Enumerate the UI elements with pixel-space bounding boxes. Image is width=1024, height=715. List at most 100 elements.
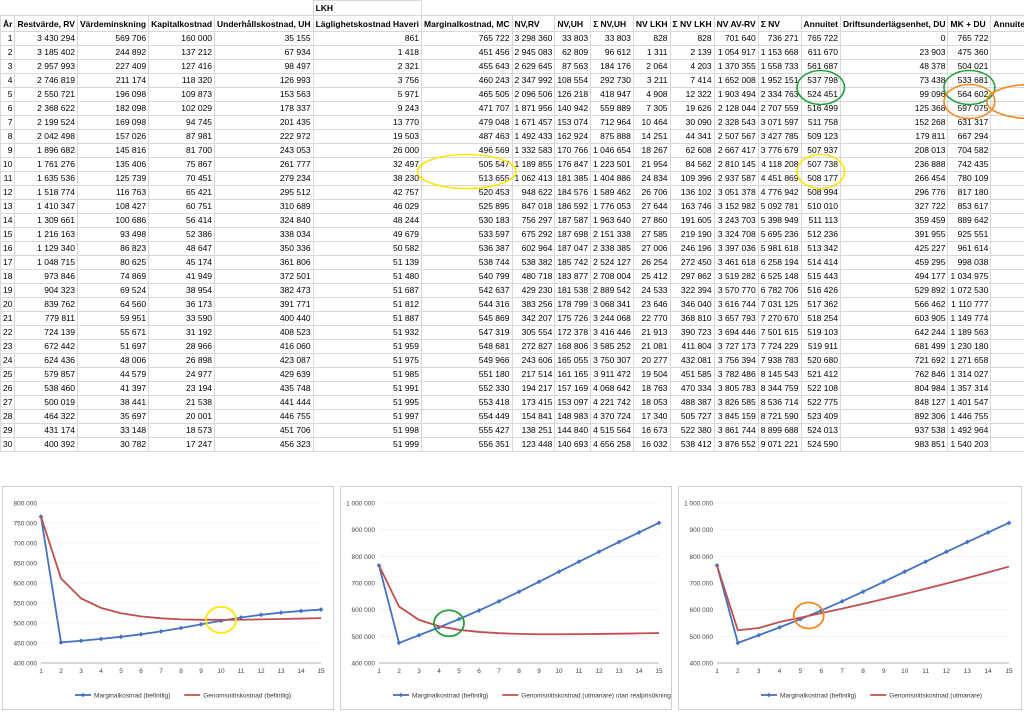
table-cell[interactable]: 1 314 027 xyxy=(947,367,992,382)
table-cell[interactable]: 26 000 xyxy=(312,143,423,158)
table-cell[interactable]: 297 862 xyxy=(669,269,715,284)
table-cell[interactable]: 35 697 xyxy=(76,409,150,424)
table-cell[interactable]: 536 387 xyxy=(421,241,513,256)
table-cell[interactable]: 60 751 xyxy=(148,199,216,214)
table-cell[interactable]: 342 207 xyxy=(511,311,556,326)
table-cell[interactable]: 127 416 xyxy=(148,59,216,74)
table-cell[interactable]: 1 446 755 xyxy=(947,409,992,424)
column-header[interactable]: Läglighetskostnad Haveri xyxy=(312,15,423,32)
table-cell[interactable]: 14 251 xyxy=(632,129,671,144)
table-cell[interactable]: 451 706 xyxy=(214,423,314,438)
table-cell[interactable]: 3 185 402 xyxy=(14,45,78,60)
table-cell[interactable]: 51 995 xyxy=(312,395,423,410)
table-cell[interactable]: 183 877 xyxy=(554,269,592,284)
table-cell[interactable]: 99 096 xyxy=(839,87,949,102)
table-cell[interactable]: 1 046 654 xyxy=(590,143,634,158)
table-cell[interactable]: 23 903 xyxy=(839,45,949,60)
table-cell[interactable]: 176 847 xyxy=(554,157,592,172)
table-cell[interactable]: 162 924 xyxy=(554,129,592,144)
table-cell[interactable]: 186 592 xyxy=(554,199,592,214)
table-cell[interactable]: 839 762 xyxy=(14,297,78,312)
table-cell[interactable]: 604 102 xyxy=(990,115,1024,130)
table-cell[interactable]: 1 370 355 xyxy=(713,59,759,74)
table-cell[interactable]: 19 504 xyxy=(632,367,671,382)
table-cell[interactable]: 191 605 xyxy=(669,213,715,228)
table-cell[interactable]: 50 582 xyxy=(312,241,423,256)
table-cell[interactable]: 830 817 xyxy=(990,269,1024,284)
table-cell[interactable]: 69 524 xyxy=(76,283,150,298)
table-cell[interactable]: 1 952 151 xyxy=(757,73,802,88)
table-cell[interactable]: 6 525 148 xyxy=(757,269,802,284)
table-cell[interactable]: 3 776 679 xyxy=(757,143,802,158)
table-cell[interactable]: 518 254 xyxy=(800,311,841,326)
column-header[interactable]: Σ NV,UH xyxy=(590,15,634,32)
table-cell[interactable]: 30 xyxy=(0,437,16,452)
table-cell[interactable]: 201 435 xyxy=(214,115,314,130)
table-cell[interactable]: 1 518 774 xyxy=(14,185,78,200)
table-cell[interactable]: 153 097 xyxy=(554,395,592,410)
table-cell[interactable]: 1 635 536 xyxy=(14,171,78,186)
table-cell[interactable]: 511 113 xyxy=(800,213,841,228)
table-cell[interactable]: 140 942 xyxy=(554,101,592,116)
table-cell[interactable]: 2 042 498 xyxy=(14,129,78,144)
table-cell[interactable]: 522 108 xyxy=(800,381,841,396)
table-cell[interactable]: 509 123 xyxy=(800,129,841,144)
table-cell[interactable]: 761 645 xyxy=(990,227,1024,242)
table-cell[interactable]: 153 563 xyxy=(214,87,314,102)
table-cell[interactable]: 108 554 xyxy=(554,73,592,88)
table-cell[interactable]: 1 492 433 xyxy=(511,129,556,144)
table-cell[interactable]: 3 427 785 xyxy=(757,129,802,144)
table-cell[interactable]: 136 102 xyxy=(669,185,715,200)
table-cell[interactable]: 73 438 xyxy=(839,73,949,88)
table-cell[interactable]: 765 722 xyxy=(421,31,513,46)
table-cell[interactable]: 4 370 724 xyxy=(590,409,634,424)
table-cell[interactable]: 1 034 975 xyxy=(947,269,992,284)
table-cell[interactable]: 513 342 xyxy=(800,241,841,256)
table-cell[interactable]: 554 449 xyxy=(421,409,513,424)
table-cell[interactable]: 828 xyxy=(669,31,715,46)
table-cell[interactable]: 1 189 855 xyxy=(511,157,556,172)
table-cell[interactable]: 157 169 xyxy=(554,381,592,396)
table-cell[interactable]: 62 608 xyxy=(669,143,715,158)
table-cell[interactable]: 51 812 xyxy=(312,297,423,312)
table-cell[interactable]: 551 180 xyxy=(421,367,513,382)
table-cell[interactable]: 441 444 xyxy=(214,395,314,410)
table-cell[interactable]: 906 270 xyxy=(990,311,1024,326)
table-cell[interactable]: 33 803 xyxy=(554,31,592,46)
table-cell[interactable]: 2 321 xyxy=(312,59,423,74)
table-cell[interactable]: 1 401 547 xyxy=(947,395,992,410)
table-cell[interactable]: 739 922 xyxy=(990,213,1024,228)
table-cell[interactable]: 4 656 258 xyxy=(590,437,634,452)
table-cell[interactable]: 26 254 xyxy=(632,255,671,270)
table-cell[interactable]: 1 357 314 xyxy=(947,381,992,396)
table-cell[interactable]: 243 053 xyxy=(214,143,314,158)
table-cell[interactable]: 109 873 xyxy=(148,87,216,102)
table-cell[interactable]: 153 074 xyxy=(554,115,592,130)
table-cell[interactable]: 27 xyxy=(0,395,16,410)
table-cell[interactable]: 30 090 xyxy=(669,115,715,130)
table-cell[interactable]: 18 573 xyxy=(148,423,216,438)
table-cell[interactable]: 2 550 721 xyxy=(14,87,78,102)
table-cell[interactable]: 184 576 xyxy=(554,185,592,200)
column-header[interactable]: NV LKH xyxy=(632,15,671,32)
table-cell[interactable]: 524 451 xyxy=(800,87,841,102)
table-cell[interactable]: 48 006 xyxy=(76,353,150,368)
table-cell[interactable]: 100 686 xyxy=(76,213,150,228)
table-cell[interactable]: 272 450 xyxy=(669,255,715,270)
table-cell[interactable]: 973 846 xyxy=(14,269,78,284)
table-cell[interactable]: 2 128 044 xyxy=(713,101,759,116)
table-cell[interactable]: 48 244 xyxy=(312,213,423,228)
table-cell[interactable]: 523 409 xyxy=(800,409,841,424)
table-cell[interactable]: 3 152 982 xyxy=(713,199,759,214)
table-cell[interactable]: 1 761 276 xyxy=(14,157,78,172)
table-cell[interactable]: 470 334 xyxy=(669,381,715,396)
table-cell[interactable]: 1 332 583 xyxy=(511,143,556,158)
table-cell[interactable]: 51 999 xyxy=(312,437,423,452)
table-cell[interactable]: 624 436 xyxy=(14,353,78,368)
table-cell[interactable]: 41 397 xyxy=(76,381,150,396)
table-cell[interactable]: 126 218 xyxy=(554,87,592,102)
table-cell[interactable]: 2 810 145 xyxy=(713,157,759,172)
table-cell[interactable]: 123 448 xyxy=(511,437,556,452)
table-cell[interactable]: 603 905 xyxy=(839,311,949,326)
table-cell[interactable]: 22 xyxy=(0,325,16,340)
